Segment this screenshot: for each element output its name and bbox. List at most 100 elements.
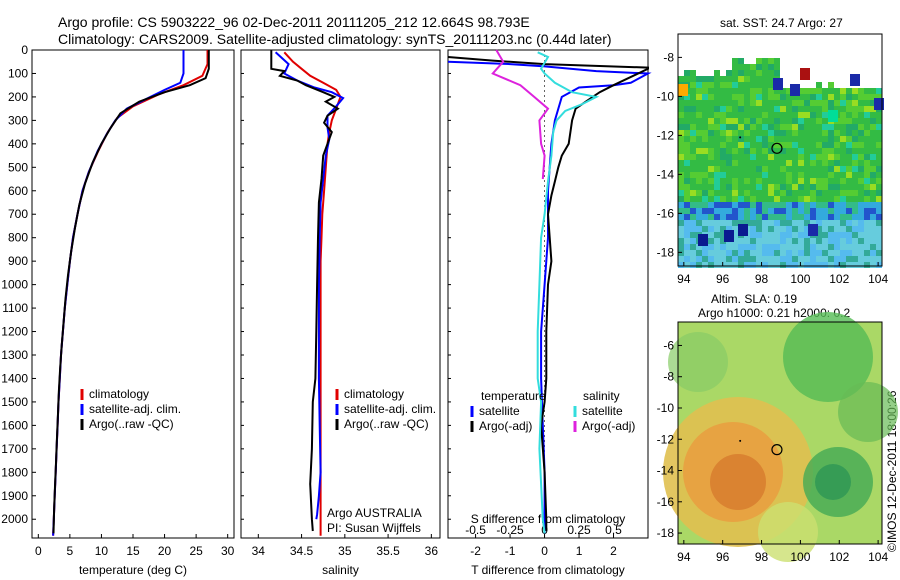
- sst-cell: [774, 148, 780, 154]
- sst-cell: [762, 256, 768, 262]
- sst-cell: [744, 250, 750, 256]
- sst-cell: [756, 190, 762, 196]
- sst-cell: [708, 118, 714, 124]
- sst-cell: [714, 172, 720, 178]
- sst-cell: [846, 112, 852, 118]
- sst-cell: [822, 244, 828, 250]
- sst-cell: [864, 190, 870, 196]
- sst-cell: [678, 160, 684, 166]
- depth-tick-label: 800: [8, 231, 28, 245]
- depth-tick-label: 300: [8, 113, 28, 127]
- sst-cell: [846, 196, 852, 202]
- sst-cell: [696, 82, 702, 88]
- sst-cell: [858, 220, 864, 226]
- map-x-tick-label: 96: [716, 272, 730, 286]
- sst-cell: [702, 196, 708, 202]
- sst-cell: [732, 76, 738, 82]
- sst-cell: [738, 262, 744, 268]
- sst-cell: [774, 184, 780, 190]
- sst-cell: [684, 76, 690, 82]
- depth-tick-label: 1400: [1, 371, 28, 385]
- title-line-1: Argo profile: CS 5903222_96 02-Dec-2011 …: [58, 14, 530, 30]
- sst-cell: [714, 178, 720, 184]
- sst-cell: [744, 262, 750, 268]
- sst-cell: [774, 166, 780, 172]
- sst-cell: [864, 202, 870, 208]
- sst-cell: [792, 94, 798, 100]
- sst-cell: [714, 232, 720, 238]
- sst-cell: [840, 154, 846, 160]
- sst-cell: [768, 256, 774, 262]
- sst-cell: [798, 112, 804, 118]
- sst-cell: [774, 142, 780, 148]
- sst-cell: [822, 256, 828, 262]
- sst-cell: [720, 256, 726, 262]
- sst-cell: [750, 106, 756, 112]
- sst-cell: [684, 238, 690, 244]
- sst-cell: [756, 136, 762, 142]
- sst-cell: [738, 244, 744, 250]
- sst-cell: [738, 208, 744, 214]
- sst-cell: [828, 232, 834, 238]
- sst-cell: [804, 256, 810, 262]
- sst-cell: [786, 100, 792, 106]
- sst-cell: [852, 220, 858, 226]
- sst-cell: [780, 124, 786, 130]
- sst-cell: [846, 208, 852, 214]
- sst-cell: [786, 136, 792, 142]
- sst-cell: [780, 202, 786, 208]
- sst-cell: [774, 160, 780, 166]
- sst-cell: [684, 190, 690, 196]
- map-x-tick-label: 100: [790, 272, 810, 286]
- argo-institution-label: Argo AUSTRALIA: [327, 506, 422, 520]
- sst-cell: [702, 220, 708, 226]
- sst-cell: [702, 76, 708, 82]
- sst-cell: [828, 178, 834, 184]
- map-x-tick-label: 98: [755, 272, 769, 286]
- sst-cell: [684, 166, 690, 172]
- sst-cell: [858, 232, 864, 238]
- sst-cell: [858, 136, 864, 142]
- sst-cell: [774, 190, 780, 196]
- sst-cell: [720, 166, 726, 172]
- sst-cell: [828, 130, 834, 136]
- sst-cell: [750, 256, 756, 262]
- sst-cell: [876, 214, 882, 220]
- sst-cell: [708, 82, 714, 88]
- sst-cell: [858, 244, 864, 250]
- sst-cell: [774, 238, 780, 244]
- sst-cell: [822, 124, 828, 130]
- sst-cell: [774, 58, 780, 64]
- sst-cell: [714, 88, 720, 94]
- sst-cell: [810, 172, 816, 178]
- sst-cell: [798, 142, 804, 148]
- sst-cell: [828, 238, 834, 244]
- sst-cell: [720, 214, 726, 220]
- sst-cell: [756, 88, 762, 94]
- sst-cell: [858, 118, 864, 124]
- sst-cell: [828, 160, 834, 166]
- sst-cell: [714, 154, 720, 160]
- sst-cell: [702, 244, 708, 250]
- sst-cell: [690, 142, 696, 148]
- sst-cell: [738, 130, 744, 136]
- sst-cell: [738, 202, 744, 208]
- sst-cell: [762, 178, 768, 184]
- sst-cell: [696, 130, 702, 136]
- sst-cell: [804, 184, 810, 190]
- sst-cell: [780, 196, 786, 202]
- sst-cell: [804, 154, 810, 160]
- sst-cell: [684, 130, 690, 136]
- series-line-argo-raw-qc-: [270, 50, 340, 532]
- sst-cell: [768, 70, 774, 76]
- sst-cell: [780, 184, 786, 190]
- sst-cell: [780, 88, 786, 94]
- sst-cell: [756, 232, 762, 238]
- sst-cell: [768, 208, 774, 214]
- legend-label: Argo(..raw -QC): [89, 417, 174, 431]
- sst-cell: [846, 124, 852, 130]
- sst-cell: [804, 178, 810, 184]
- sst-cell: [744, 214, 750, 220]
- sst-cell: [726, 202, 732, 208]
- sst-cell: [708, 76, 714, 82]
